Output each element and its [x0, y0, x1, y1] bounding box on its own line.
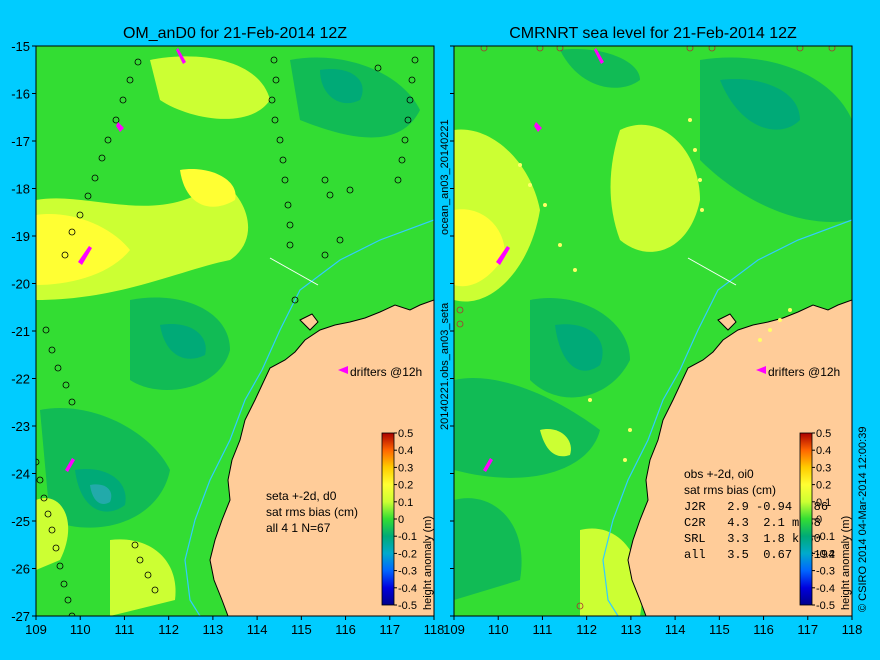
y-tick-label: -15 — [11, 39, 30, 54]
right-drifters-label: drifters @12h — [768, 365, 840, 379]
right-colorbar-label: height anomaly (m) — [840, 516, 852, 610]
x-tick-label: 114 — [665, 622, 686, 637]
left-colorbar — [381, 432, 395, 606]
colorbar-tick-label: -0.3 — [398, 566, 417, 578]
right-drifters — [483, 48, 766, 472]
y-tick-label: -22 — [11, 372, 30, 387]
x-tick-label: 112 — [158, 622, 179, 637]
right-stats-line-4: C2R 4.3 2.1 m 58 — [684, 516, 821, 530]
colorbar-tick-label: -0.4 — [816, 583, 835, 595]
x-tick-label: 109 — [25, 622, 47, 637]
right-stats-line-5: SRL 3.3 1.8 k 50 — [684, 532, 821, 546]
colorbar-tick-label: 0.1 — [398, 497, 413, 509]
left-stats-line-1: seta +-2d, d0 — [266, 489, 337, 503]
y-tick-label: -21 — [11, 324, 30, 339]
x-tick-label: 112 — [576, 622, 597, 637]
y-tick-label: -17 — [11, 134, 30, 149]
colorbar-tick-label: -0.1 — [816, 531, 835, 543]
colorbar-tick-label: -0.1 — [398, 531, 417, 543]
side-label-top: ocean_an03_20140221 — [439, 119, 451, 235]
y-tick-label: -16 — [11, 87, 30, 102]
x-tick-label: 117 — [379, 622, 400, 637]
x-tick-label: 118 — [424, 622, 445, 637]
left-land — [209, 299, 434, 616]
x-tick-label: 111 — [115, 622, 135, 637]
left-stats-line-3: all 4 1 N=67 — [266, 521, 331, 535]
left-drifters — [65, 48, 348, 472]
left-x-ticks: 109 110 111 112 113 114 115 116 117 118 — [25, 616, 444, 637]
right-land — [627, 299, 852, 616]
colorbar-tick-label: -0.5 — [398, 600, 417, 612]
y-tick-label: -26 — [11, 562, 30, 577]
y-tick-label: -25 — [11, 514, 30, 529]
y-tick-label: -24 — [11, 467, 30, 482]
y-tick-label: -18 — [11, 182, 30, 197]
right-stats-line-3: J2R 2.9 -0.94 r 86 — [684, 500, 828, 514]
colorbar-tick-label: 0.3 — [816, 462, 831, 474]
right-title: CMRNRT sea level for 21-Feb-2014 12Z — [509, 25, 797, 42]
y-tick-label: -23 — [11, 419, 30, 434]
colorbar-tick-label: 0.4 — [816, 445, 831, 457]
x-tick-label: 109 — [443, 622, 465, 637]
x-tick-label: 114 — [247, 622, 268, 637]
x-tick-label: 110 — [70, 622, 91, 637]
x-tick-label: 116 — [753, 622, 774, 637]
right-colorbar — [799, 432, 813, 606]
x-tick-label: 111 — [533, 622, 553, 637]
left-title: OM_anD0 for 21-Feb-2014 12Z — [123, 25, 347, 42]
x-tick-label: 113 — [621, 622, 642, 637]
colorbar-tick-label: 0.4 — [398, 445, 413, 457]
right-stats-line-1: obs +-2d, oi0 — [684, 467, 754, 481]
y-tick-label: -19 — [11, 229, 30, 244]
colorbar-tick-label: 0.5 — [398, 428, 413, 440]
colorbar-tick-label: -0.2 — [398, 548, 417, 560]
right-y-ticks — [450, 45, 454, 617]
right-colorbar-ticks: 0.5 0.4 0.3 0.2 0.1 0 -0.1 -0.2 -0.3 -0.4 -0.5 — [812, 428, 835, 612]
x-tick-label: 110 — [488, 622, 509, 637]
colorbar-tick-label: 0.2 — [816, 480, 831, 492]
x-tick-label: 118 — [842, 622, 863, 637]
x-tick-label: 115 — [709, 622, 730, 637]
side-label-bottom: 20140221.obs_an03_seta — [439, 302, 451, 430]
left-panel: OM_anD0 for 21-Feb-2014 12Z — [11, 25, 444, 637]
colorbar-tick-label: 0.1 — [816, 497, 831, 509]
left-colorbar-ticks: 0.5 0.4 0.3 0.2 0.1 0 -0.1 -0.2 -0.3 -0.4 -0.5 — [394, 428, 417, 612]
colorbar-tick-label: 0.3 — [398, 462, 413, 474]
left-colorbar-label: height anomaly (m) — [422, 516, 434, 610]
x-tick-label: 116 — [335, 622, 356, 637]
left-stats-line-2: sat rms bias (cm) — [266, 505, 358, 519]
left-stats: seta +-2d, d0 sat rms bias (cm) all 4 1 … — [266, 489, 358, 535]
colorbar-tick-label: -0.4 — [398, 583, 417, 595]
right-map — [454, 46, 852, 616]
copyright: © CSIRO 2014 04-Mar-2014 12:00:39 — [857, 427, 869, 612]
colorbar-tick-label: 0 — [398, 514, 404, 526]
colorbar-tick-label: 0.5 — [816, 428, 831, 440]
left-y-ticks: -15 -16 -17 -18 -19 -20 -21 -22 -23 -24 -25 -26 -27 — [11, 39, 36, 624]
colorbar-tick-label: 0 — [816, 514, 822, 526]
left-map — [36, 46, 434, 616]
y-tick-label: -20 — [11, 277, 30, 292]
colorbar-tick-label: 0.2 — [398, 480, 413, 492]
y-tick-label: -27 — [11, 609, 30, 624]
right-stats-line-2: sat rms bias (cm) — [684, 483, 776, 497]
x-tick-label: 113 — [203, 622, 224, 637]
right-stats-line-6: all 3.5 0.67 N=194 — [684, 548, 835, 562]
x-tick-label: 117 — [797, 622, 818, 637]
right-stats: obs +-2d, oi0 sat rms bias (cm) J2R 2.9 … — [684, 467, 835, 562]
colorbar-tick-label: -0.2 — [816, 548, 835, 560]
right-x-ticks: 109 110 111 112 113 114 115 116 117 118 — [443, 616, 862, 637]
left-drifters-label: drifters @12h — [350, 365, 422, 379]
x-tick-label: 115 — [291, 622, 312, 637]
colorbar-tick-label: -0.5 — [816, 600, 835, 612]
right-panel: CMRNRT sea level for 21-Feb-2014 12Z — [443, 25, 862, 637]
colorbar-tick-label: -0.3 — [816, 566, 835, 578]
